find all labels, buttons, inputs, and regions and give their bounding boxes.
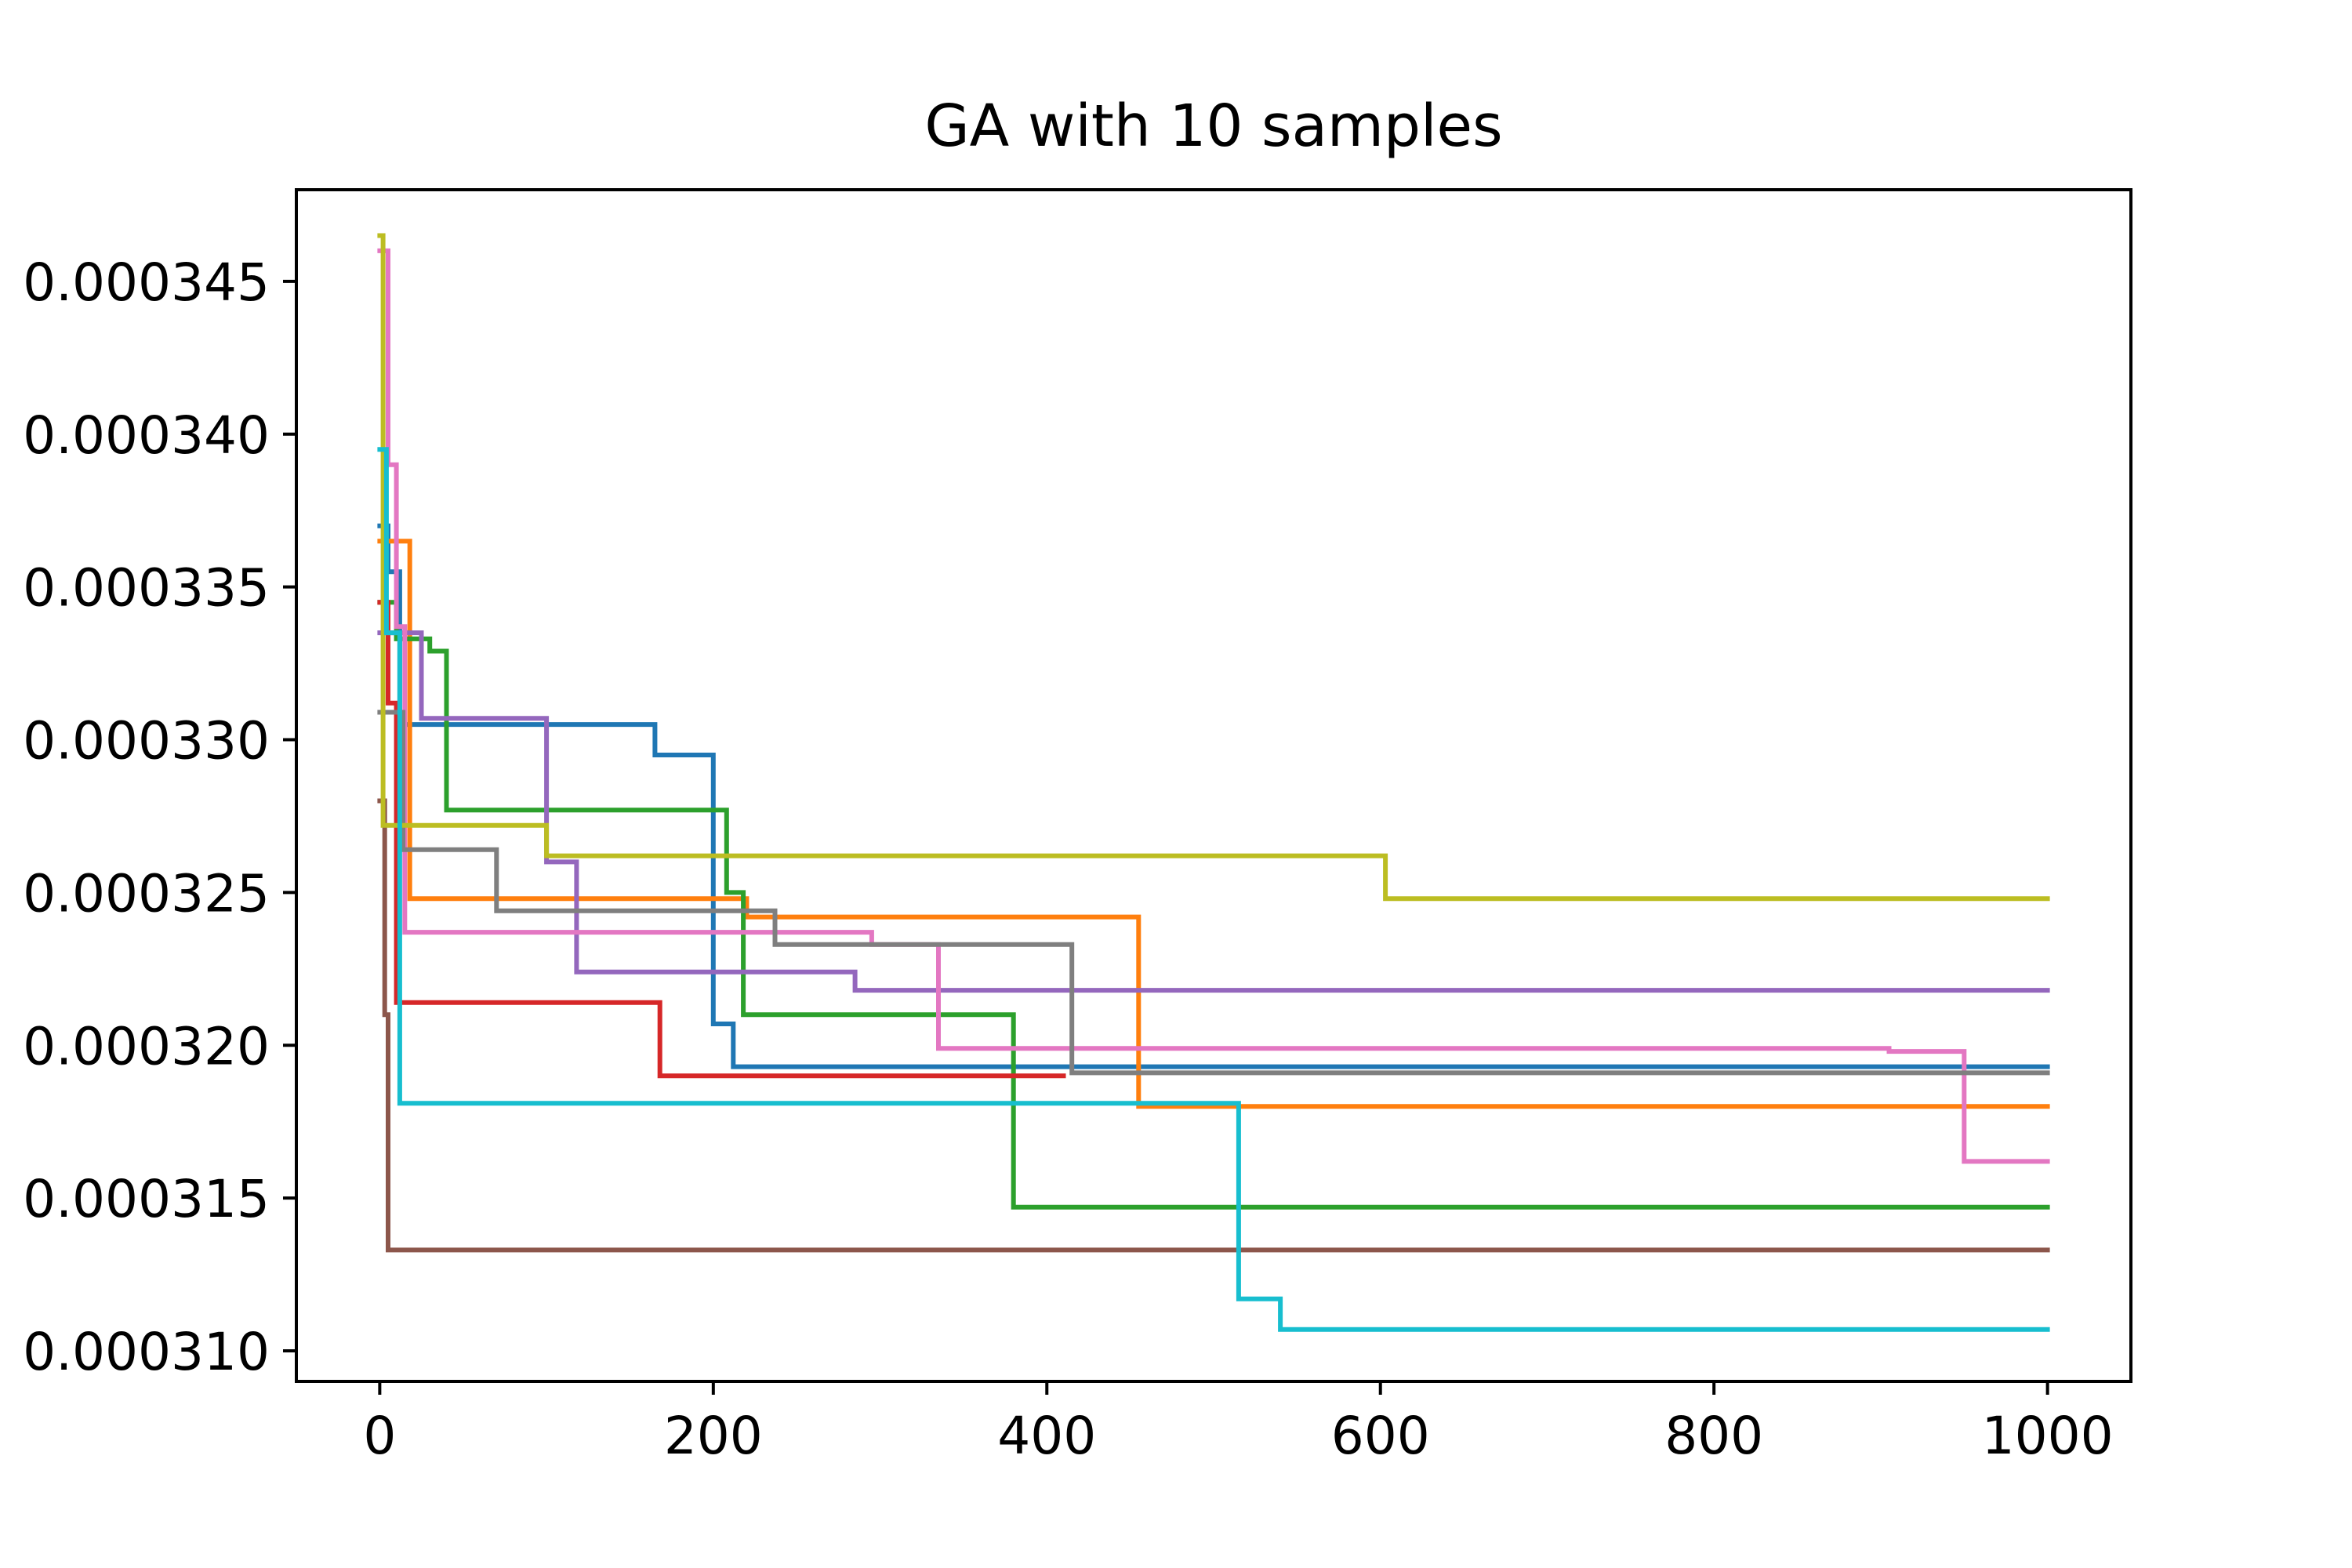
chart-title: GA with 10 samples	[924, 93, 1502, 160]
x-tick-label: 1000	[1982, 1406, 2114, 1466]
x-tick-label: 600	[1331, 1406, 1430, 1466]
x-tick-label: 0	[363, 1406, 396, 1466]
y-tick-label: 0.000325	[23, 863, 270, 924]
y-tick-label: 0.000310	[23, 1322, 270, 1382]
series-line-10	[377, 447, 2050, 1332]
series-layer	[377, 233, 2050, 1332]
x-axis: 0 200 400 600 800 1000	[363, 1381, 2114, 1466]
series-line-5	[377, 630, 2050, 993]
x-tick-label: 200	[664, 1406, 763, 1466]
series-line-7	[377, 248, 2050, 1164]
plot-area-frame	[295, 188, 2132, 1383]
x-tick-label: 800	[1664, 1406, 1763, 1466]
y-tick-label: 0.000315	[23, 1169, 270, 1229]
y-tick-label: 0.000345	[23, 252, 270, 313]
series-line-9	[377, 233, 2050, 902]
y-tick-label: 0.000335	[23, 558, 270, 619]
x-tick-label: 400	[997, 1406, 1096, 1466]
series-line-8	[377, 710, 2050, 1076]
y-tick-label: 0.000330	[23, 711, 270, 771]
y-tick-label: 0.000340	[23, 405, 270, 466]
y-axis: 0.000310 0.000315 0.000320 0.000325 0.000330…	[23, 252, 296, 1382]
y-tick-label: 0.000320	[23, 1016, 270, 1076]
